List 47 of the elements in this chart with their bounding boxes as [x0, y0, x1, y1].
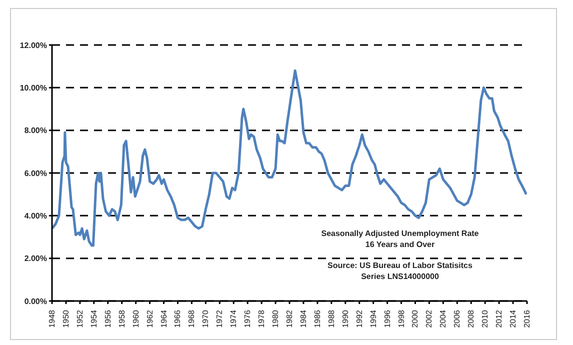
x-tick-label: 1948 [48, 309, 56, 328]
x-tick-label: 1998 [396, 309, 406, 328]
x-tick-label: 1982 [285, 309, 294, 328]
annotation: Series LNS14000000 [360, 271, 440, 282]
x-tick-label: 2010 [480, 309, 490, 328]
x-tick-label: 2016 [522, 309, 532, 328]
x-tick-label: 1952 [75, 309, 84, 328]
annotation: 16 Years and Over [364, 239, 436, 250]
x-tick-label: 1984 [298, 309, 308, 328]
y-tick-label: 12.00% [20, 40, 47, 50]
y-tick-label: 0.00% [24, 296, 47, 306]
annotation: Seasonally Adjusted Unemployment Rate [320, 228, 480, 239]
x-tick-label: 1958 [117, 309, 126, 328]
x-tick-label: 1988 [326, 309, 336, 328]
x-tick-label: 1986 [312, 309, 322, 328]
x-tick-label: 2004 [438, 309, 448, 328]
x-tick-label: 1968 [187, 309, 196, 328]
x-tick-label: 1976 [243, 309, 252, 328]
x-tick-label: 1954 [89, 309, 98, 328]
x-tick-label: 2000 [410, 309, 420, 328]
x-tick-label: 2014 [508, 309, 518, 328]
x-tick-label: 1972 [215, 309, 224, 328]
x-tick-label: 2006 [452, 309, 462, 328]
x-tick-label: 2002 [424, 309, 434, 328]
x-tick-label: 1960 [131, 309, 140, 328]
x-tick-label: 1978 [257, 309, 266, 328]
y-tick-label: 4.00% [24, 212, 47, 221]
x-tick-label: 2008 [466, 309, 476, 328]
y-tick-label: 10.00% [20, 84, 47, 93]
y-tick-label: 2.00% [24, 254, 47, 264]
x-tick-label: 1970 [201, 309, 210, 328]
y-tick-label: 6.00% [24, 168, 47, 178]
x-tick-label: 2012 [494, 309, 504, 328]
x-tick-label: 1992 [354, 309, 364, 328]
x-tick-label: 1964 [159, 309, 168, 328]
x-tick-label: 1962 [145, 309, 154, 328]
annotation: Source: US Bureau of Labor Statisitcs [326, 260, 474, 271]
x-tick-label: 1966 [173, 309, 182, 328]
x-tick-label: 1996 [382, 309, 392, 328]
y-tick-label: 8.00% [24, 126, 47, 136]
x-tick-label: 1956 [103, 309, 112, 328]
line-series [52, 69, 527, 247]
x-tick-label: 1990 [340, 309, 350, 328]
x-tick-label: 1974 [229, 309, 238, 328]
x-tick-label: 1980 [271, 309, 280, 328]
x-tick-label: 1994 [368, 309, 378, 328]
x-tick-label: 1950 [61, 309, 70, 328]
